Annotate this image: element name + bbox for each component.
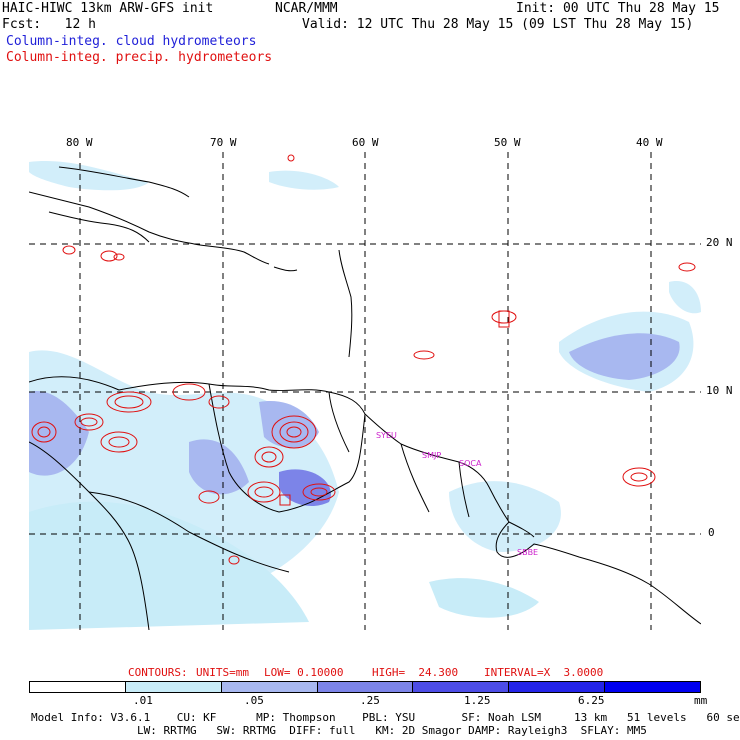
contours-interval: INTERVAL=X 3.0000	[484, 666, 604, 679]
colorbar-bin	[125, 682, 222, 692]
model-title: HAIC-HIWC 13km ARW-GFS init	[2, 1, 214, 16]
lon-label-60w: 60 W	[352, 136, 379, 149]
lon-label-80w: 80 W	[66, 136, 93, 149]
lat-label-20n: 20 N	[706, 236, 733, 249]
colorbar-bin	[509, 682, 606, 692]
colorbar-tick: .25	[360, 694, 380, 707]
footer-model-info: Model Info: V3.6.1 CU: KF MP: Thompson P…	[31, 711, 740, 724]
coastlines	[29, 166, 701, 630]
colorbar-tick: .05	[244, 694, 264, 707]
colorbar-tick: 1.25	[464, 694, 491, 707]
contours-label: CONTOURS:	[128, 666, 188, 679]
colorbar-bin	[317, 682, 414, 692]
init-time: Init: 00 UTC Thu 28 May 15	[516, 1, 720, 16]
contours-high: HIGH= 24.300	[372, 666, 459, 679]
lon-label-50w: 50 W	[494, 136, 521, 149]
site-label-syeu: SYEU	[376, 431, 397, 440]
colorbar	[29, 681, 701, 693]
lon-label-70w: 70 W	[210, 136, 237, 149]
graticule	[29, 152, 701, 630]
map-panel: SYEU SMJP SOCA SBBE	[29, 152, 701, 630]
colorbar-tick: 6.25	[578, 694, 605, 707]
lon-label-40w: 40 W	[636, 136, 663, 149]
colorbar-bin	[30, 682, 126, 692]
field-precip-label: Column-integ. precip. hydrometeors	[6, 50, 273, 65]
colorbar-bin	[605, 682, 701, 692]
precip-contours	[31, 154, 696, 565]
lat-label-10n: 10 N	[706, 384, 733, 397]
lat-label-0: 0	[708, 526, 715, 539]
colorbar-bin	[221, 682, 318, 692]
contours-low: LOW= 0.10000	[264, 666, 344, 679]
colorbar-tick: .01	[133, 694, 153, 707]
forecast-hour: Fcst: 12 h	[2, 17, 96, 32]
valid-time: Valid: 12 UTC Thu 28 May 15 (09 LST Thu …	[302, 17, 694, 32]
contours-units: UNITS=mm	[196, 666, 249, 679]
site-label-smjp: SMJP	[422, 451, 442, 460]
map-canvas	[29, 152, 701, 630]
site-label-soca: SOCA	[459, 459, 482, 468]
site-label-sbbe: SBBE	[517, 548, 539, 557]
field-cloud-label: Column-integ. cloud hydrometeors	[6, 34, 257, 49]
footer-physics-info: LW: RRTMG SW: RRTMG DIFF: full KM: 2D Sm…	[31, 724, 647, 737]
colorbar-bin	[413, 682, 510, 692]
organization: NCAR/MMM	[275, 1, 338, 16]
colorbar-units: mm	[694, 694, 708, 707]
